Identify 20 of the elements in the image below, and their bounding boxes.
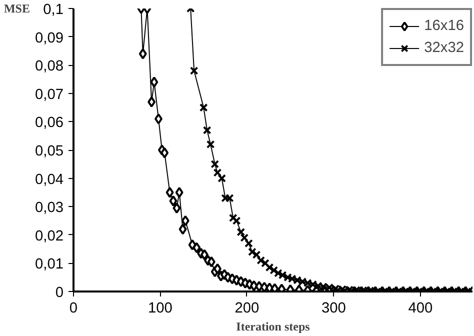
y-tick-label: 0,08: [34, 58, 64, 75]
y-tick-label: 0,03: [34, 200, 64, 216]
y-tick-label: 0,05: [34, 144, 64, 160]
y-tick-label: 0: [55, 285, 64, 301]
x-tick-label: 200: [234, 300, 260, 316]
y-tick-label: 0,06: [34, 115, 64, 132]
y-tick-label: 0,01: [34, 256, 64, 273]
y-tick-label: 0,07: [34, 86, 64, 103]
x-tick-label: 300: [321, 300, 346, 316]
y-axis-title: MSE: [4, 2, 30, 16]
x-tick-label: 400: [408, 300, 433, 316]
y-tick-label: 0,02: [34, 228, 64, 244]
y-tick-label: 0,09: [34, 30, 64, 46]
y-tick-label: 0,1: [43, 2, 64, 18]
x-axis-title: Iteration steps: [236, 320, 310, 334]
x-tick-label: 0: [69, 300, 78, 316]
legend-label: 32x32: [424, 40, 464, 56]
legend-label: 16x16: [424, 18, 464, 34]
y-tick-label: 0,04: [34, 172, 64, 188]
x-tick-label: 100: [148, 300, 172, 316]
